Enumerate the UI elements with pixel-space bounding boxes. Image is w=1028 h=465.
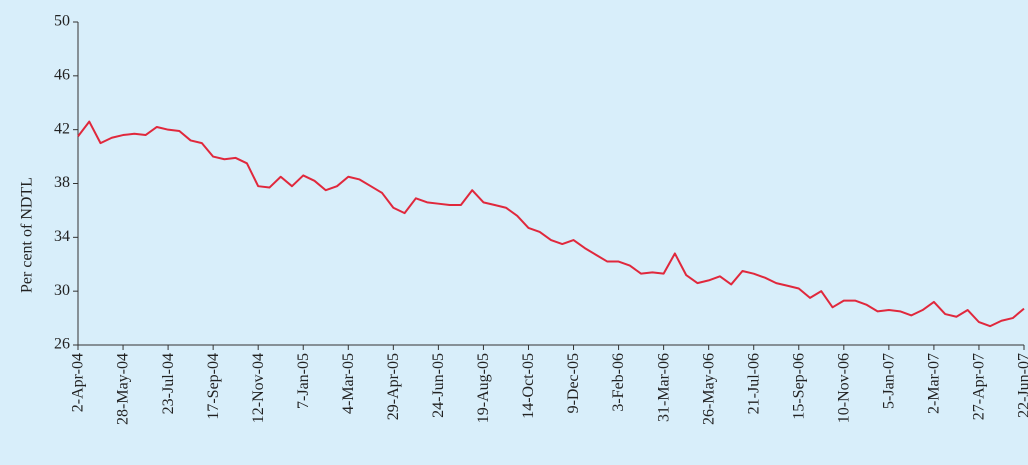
x-tick-label: 2-Mar-07 — [926, 353, 943, 414]
x-tick-label: 14-Oct-05 — [520, 353, 537, 419]
x-tick-label: 17-Sep-04 — [205, 353, 222, 420]
x-tick-label: 5-Jan-07 — [881, 353, 898, 409]
x-tick-label: 2-Apr-04 — [70, 353, 87, 412]
x-tick-label: 3-Feb-06 — [610, 353, 627, 412]
x-tick-label: 27-Apr-07 — [971, 353, 988, 420]
x-tick-label: 22-Jun-07 — [1016, 353, 1028, 418]
x-tick-label: 23-Jul-04 — [160, 353, 177, 414]
x-tick-label: 10-Nov-06 — [835, 353, 852, 423]
y-tick-label: 30 — [54, 282, 70, 299]
x-tick-label: 28-May-04 — [115, 353, 132, 425]
x-tick-label: 31-Mar-06 — [655, 353, 672, 422]
y-tick-label: 42 — [54, 120, 70, 137]
y-tick-label: 34 — [54, 228, 70, 245]
x-tick-label: 19-Aug-05 — [475, 353, 492, 423]
y-tick-label: 26 — [54, 336, 70, 353]
x-tick-label: 9-Dec-05 — [565, 353, 582, 413]
x-tick-label: 4-Mar-05 — [340, 353, 357, 414]
x-tick-label: 7-Jan-05 — [295, 353, 312, 409]
x-tick-label: 26-May-06 — [700, 353, 717, 425]
line — [77, 120, 1025, 328]
x-tick-label: 21-Jul-06 — [745, 353, 762, 414]
x-tick-label: 12-Nov-04 — [250, 353, 267, 423]
y-tick-label: 50 — [54, 13, 70, 30]
y-tick-label: 46 — [54, 67, 70, 84]
x-tick-label: 15-Sep-06 — [790, 353, 807, 420]
y-axis-label: Per cent of NDTL — [19, 177, 36, 293]
x-tick-label: 29-Apr-05 — [385, 353, 402, 420]
y-tick-label: 38 — [54, 174, 70, 191]
x-tick-label: 24-Jun-05 — [430, 353, 447, 418]
